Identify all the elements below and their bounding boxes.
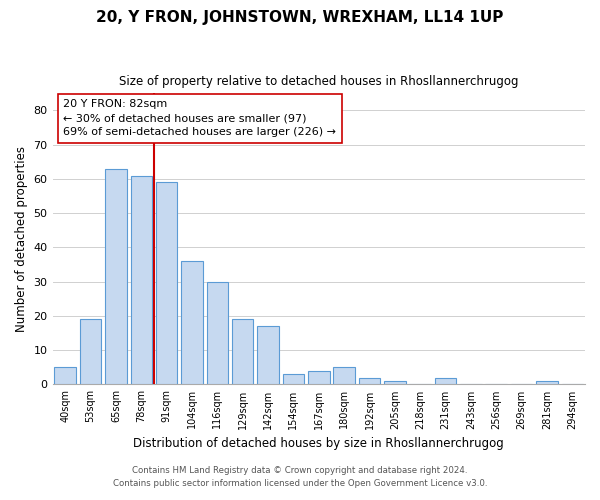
- Bar: [283, 374, 304, 384]
- Text: Contains HM Land Registry data © Crown copyright and database right 2024.
Contai: Contains HM Land Registry data © Crown c…: [113, 466, 487, 487]
- Bar: [257, 326, 279, 384]
- X-axis label: Distribution of detached houses by size in Rhosllannerchrugog: Distribution of detached houses by size …: [133, 437, 504, 450]
- Bar: [156, 182, 178, 384]
- Bar: [308, 370, 329, 384]
- Bar: [105, 168, 127, 384]
- Bar: [55, 368, 76, 384]
- Bar: [131, 176, 152, 384]
- Title: Size of property relative to detached houses in Rhosllannerchrugog: Size of property relative to detached ho…: [119, 75, 518, 88]
- Bar: [206, 282, 228, 385]
- Bar: [435, 378, 457, 384]
- Text: 20 Y FRON: 82sqm
← 30% of detached houses are smaller (97)
69% of semi-detached : 20 Y FRON: 82sqm ← 30% of detached house…: [63, 99, 336, 137]
- Bar: [232, 320, 253, 384]
- Bar: [334, 368, 355, 384]
- Bar: [181, 261, 203, 384]
- Text: 20, Y FRON, JOHNSTOWN, WREXHAM, LL14 1UP: 20, Y FRON, JOHNSTOWN, WREXHAM, LL14 1UP: [97, 10, 503, 25]
- Bar: [359, 378, 380, 384]
- Bar: [80, 320, 101, 384]
- Bar: [384, 381, 406, 384]
- Bar: [536, 381, 558, 384]
- Y-axis label: Number of detached properties: Number of detached properties: [15, 146, 28, 332]
